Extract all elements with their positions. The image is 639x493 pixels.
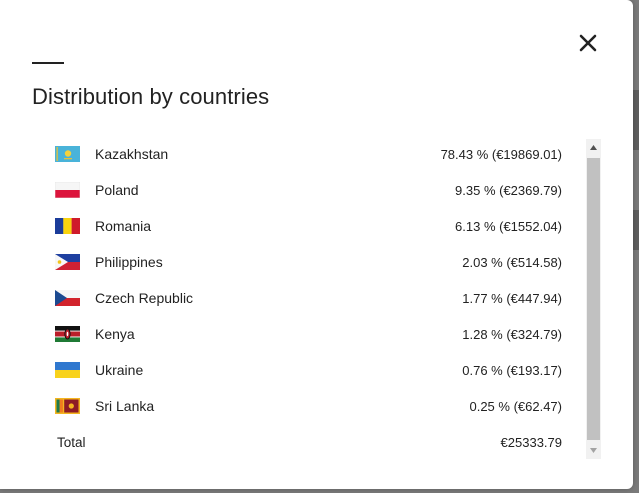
romania-flag-icon — [55, 218, 80, 234]
total-value: €25333.79 — [500, 434, 562, 450]
poland-flag-icon — [55, 182, 80, 198]
list-item: Sri Lanka 0.25 % (€62.47) — [32, 388, 562, 424]
country-value: 78.43 % (€19869.01) — [440, 146, 562, 162]
list-item: Kazakhstan 78.43 % (€19869.01) — [32, 136, 562, 172]
country-list[interactable]: Kazakhstan 78.43 % (€19869.01) Poland 9.… — [32, 139, 603, 459]
scroll-thumb[interactable] — [587, 158, 600, 440]
country-rows: Kazakhstan 78.43 % (€19869.01) Poland 9.… — [32, 139, 577, 459]
country-name: Kazakhstan — [95, 146, 169, 162]
czech-republic-flag-icon — [55, 290, 80, 306]
close-button[interactable] — [574, 29, 602, 57]
list-item: Philippines 2.03 % (€514.58) — [32, 244, 562, 280]
country-name: Poland — [95, 182, 139, 198]
scroll-down-arrow-icon — [590, 448, 597, 453]
country-name: Kenya — [95, 326, 135, 342]
country-value: 6.13 % (€1552.04) — [455, 218, 562, 234]
country-value: 0.76 % (€193.17) — [462, 362, 562, 378]
country-name: Czech Republic — [95, 290, 194, 306]
kenya-flag-icon — [55, 326, 80, 342]
philippines-flag-icon — [55, 254, 80, 270]
title-accent-line — [32, 62, 64, 64]
scroll-up-arrow-icon — [590, 145, 597, 150]
close-icon — [579, 34, 597, 52]
list-item: Romania 6.13 % (€1552.04) — [32, 208, 562, 244]
ukraine-flag-icon — [55, 362, 80, 378]
kazakhstan-flag-icon — [55, 146, 80, 162]
country-value: 0.25 % (€62.47) — [469, 398, 562, 414]
modal-title: Distribution by countries — [32, 84, 270, 109]
scroll-up-button[interactable] — [586, 139, 601, 156]
total-label: Total — [57, 434, 86, 450]
list-item: Poland 9.35 % (€2369.79) — [32, 172, 562, 208]
backdrop-strip — [631, 90, 639, 150]
list-item: Kenya 1.28 % (€324.79) — [32, 316, 562, 352]
country-name: Romania — [95, 218, 152, 234]
backdrop-strip — [631, 210, 639, 250]
country-name: Ukraine — [95, 362, 144, 378]
country-value: 9.35 % (€2369.79) — [455, 182, 562, 198]
country-name: Sri Lanka — [95, 398, 155, 414]
country-value: 1.77 % (€447.94) — [462, 290, 562, 306]
country-value: 2.03 % (€514.58) — [462, 254, 562, 270]
country-value: 1.28 % (€324.79) — [462, 326, 562, 342]
list-scrollbar[interactable] — [586, 139, 601, 459]
country-name: Philippines — [95, 254, 163, 270]
list-item: Czech Republic 1.77 % (€447.94) — [32, 280, 562, 316]
list-item: Ukraine 0.76 % (€193.17) — [32, 352, 562, 388]
scroll-down-button[interactable] — [586, 442, 601, 459]
sri-lanka-flag-icon — [55, 398, 80, 414]
total-row: Total €25333.79 — [32, 424, 562, 460]
